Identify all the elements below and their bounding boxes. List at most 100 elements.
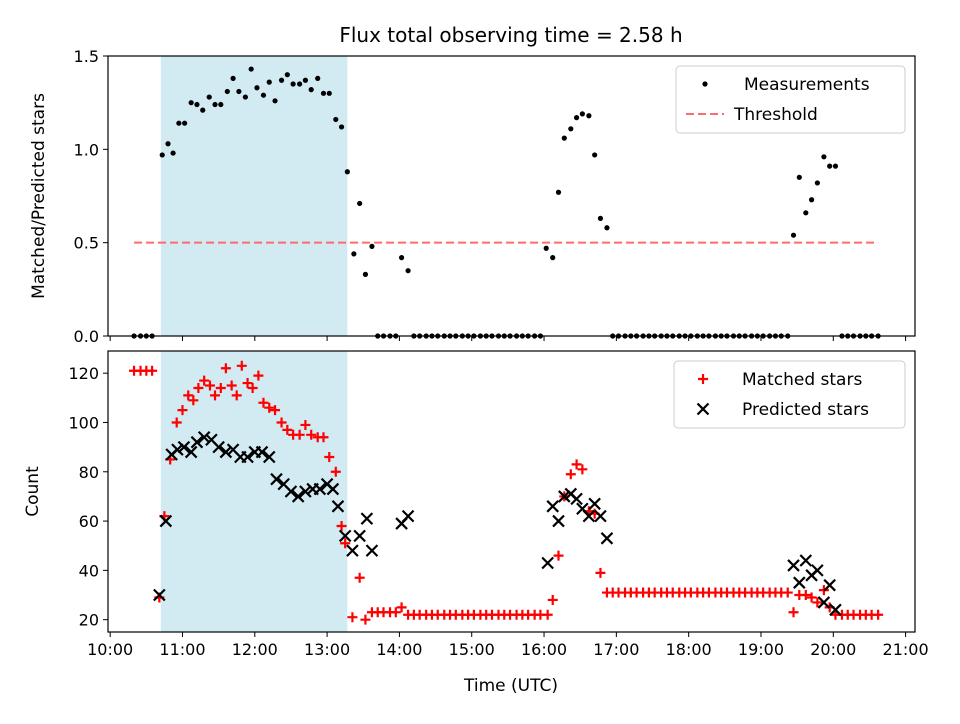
top-measurements-point: [284, 72, 290, 78]
top-measurements-point: [586, 113, 592, 119]
top-measurements-point: [338, 124, 345, 130]
top-measurements-point: [568, 126, 574, 132]
bottom-predicted-stars-point: [313, 482, 327, 496]
top-measurements-point: [236, 88, 242, 95]
bottom-y-tick-label: 20: [79, 611, 99, 630]
bottom-matched-stars-point: [188, 395, 199, 406]
top-y-tick-label: 1.5: [74, 47, 99, 66]
bottom-x-tick-label: 11:00: [159, 640, 205, 659]
top-measurements-point: [272, 98, 278, 104]
top-legend-threshold-label: Threshold: [733, 105, 818, 125]
top-y-tick-label: 0.0: [74, 327, 99, 346]
top-measurements-point: [302, 77, 309, 83]
bottom-predicted-stars-point: [291, 490, 305, 503]
top-measurements-point: [260, 92, 267, 98]
bottom-predicted-stars-point: [197, 430, 211, 444]
bottom-legend-predicted-stars-label: Predicted stars: [742, 400, 869, 420]
bottom-predicted-stars-point: [594, 509, 607, 523]
bottom-y-tick-label: 100: [68, 413, 99, 432]
bottom-legend-matched-stars-label: Matched stars: [742, 370, 862, 390]
bottom-matched-stars-point: [231, 390, 242, 401]
top-measurements-point: [543, 245, 549, 251]
bottom-matched-stars-point: [542, 609, 553, 620]
top-measurements-point: [159, 152, 165, 158]
bottom-matched-stars-point: [226, 380, 237, 391]
top-legend-measurements-label: Measurements: [744, 75, 870, 95]
bottom-matched-stars-point: [800, 590, 811, 601]
top-measurements-point: [242, 94, 248, 100]
bottom-legend-predicted-stars-swatch: [696, 402, 710, 416]
top-measurements-point: [790, 232, 797, 238]
bottom-matched-stars-point: [340, 538, 351, 549]
star-count-panel: 10:00 11:00 12:00 13:00 14:00 15:00 16:00 17:00…: [23, 350, 929, 659]
top-measurements-point: [188, 100, 194, 106]
bottom-matched-stars-point: [547, 594, 558, 605]
bottom-matched-stars-point: [577, 464, 588, 475]
top-measurements-point: [344, 169, 350, 175]
bottom-matched-stars-point: [360, 614, 371, 625]
top-measurements-point: [597, 215, 604, 221]
top-measurements-point: [550, 255, 556, 261]
bottom-matched-stars-point: [270, 405, 281, 416]
bottom-predicted-stars-point: [541, 556, 554, 570]
bottom-x-tick-label: 21:00: [883, 640, 929, 659]
bottom-matched-stars-point: [210, 390, 221, 401]
top-measurements-point: [398, 255, 405, 261]
bottom-x-tick-label: 17:00: [593, 640, 639, 659]
bottom-predicted-stars-point: [262, 450, 276, 464]
bottom-x-tick-label: 20:00: [810, 640, 856, 659]
top-measurements-point: [827, 163, 833, 169]
bottom-matched-stars-point: [282, 424, 293, 435]
bottom-predicted-stars-point: [823, 578, 836, 592]
bottom-matched-stars-point: [220, 363, 231, 374]
bottom-matched-stars-point: [782, 587, 793, 598]
top-measurements-point: [218, 101, 224, 108]
top-measurements-point: [405, 268, 411, 274]
top-measurements-point: [206, 94, 212, 100]
bottom-matched-stars-point: [336, 521, 347, 532]
top-measurements-point: [821, 154, 827, 160]
bottom-matched-stars-point: [193, 382, 204, 393]
bottom-matched-stars-point: [253, 370, 264, 381]
bottom-matched-stars-point: [215, 382, 226, 393]
bottom-matched-stars-point: [204, 380, 215, 391]
bottom-matched-stars-point: [390, 607, 401, 618]
bottom-predicted-stars-point: [793, 576, 806, 589]
bottom-predicted-stars-point: [184, 445, 198, 459]
bottom-matched-stars-point: [330, 466, 341, 477]
bottom-legend-box: [673, 360, 906, 429]
bottom-predicted-stars-point: [212, 440, 225, 454]
bottom-x-tick-label: 19:00: [738, 640, 784, 659]
bottom-predicted-stars-point: [546, 500, 559, 513]
top-measurements-point: [369, 243, 375, 249]
top-measurements-point: [224, 88, 230, 95]
bottom-matched-stars-point: [806, 592, 817, 603]
bottom-predicted-stars-point: [159, 514, 173, 528]
bottom-predicted-stars-point: [811, 564, 824, 577]
bottom-x-tick-label: 13:00: [304, 640, 350, 659]
bottom-predicted-stars-point: [299, 485, 312, 498]
top-measurements-point: [796, 174, 802, 180]
top-measurements-point: [254, 85, 260, 91]
top-measurements-point: [170, 150, 176, 156]
bottom-matched-stars-point: [258, 397, 269, 408]
top-y-tick-label: 0.5: [74, 234, 99, 253]
bottom-y-tick-label: 40: [79, 561, 99, 580]
bottom-predicted-stars-point: [346, 544, 359, 557]
bottom-matched-stars-point: [183, 390, 194, 401]
top-measurements-point: [230, 75, 236, 81]
top-measurements-point: [248, 66, 254, 72]
bottom-matched-stars-point: [788, 607, 799, 618]
bottom-predicted-stars-point: [326, 482, 340, 496]
bottom-x-tick-label: 16:00: [521, 640, 567, 659]
top-measurements-point: [351, 251, 357, 257]
bottom-predicted-stars-point: [799, 554, 813, 567]
bottom-predicted-stars-point: [171, 443, 184, 456]
bottom-matched-stars-point: [873, 609, 884, 620]
top-measurements-point: [592, 152, 598, 158]
bottom-predicted-stars-point: [600, 532, 614, 545]
bottom-legend: Matched stars Predicted stars: [673, 360, 906, 429]
bottom-matched-stars-point: [347, 612, 358, 623]
bottom-x-tick-label: 14:00: [376, 640, 422, 659]
